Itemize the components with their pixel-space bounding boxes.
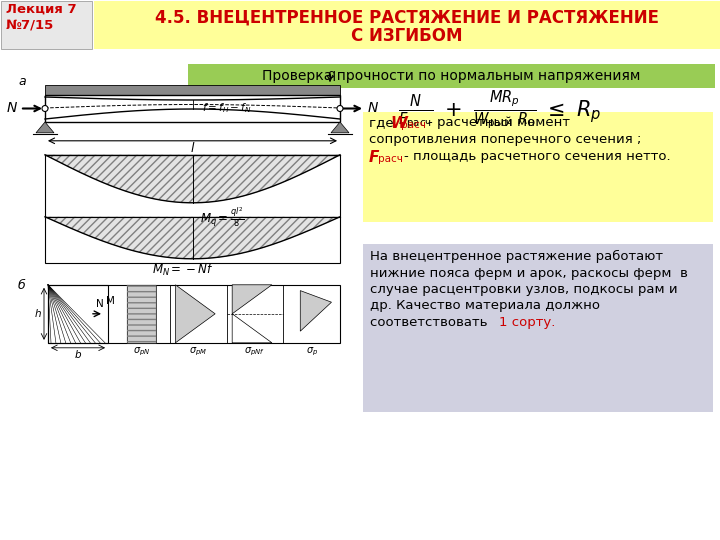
Text: l: l — [191, 142, 194, 155]
Text: С ИЗГИБОМ: С ИЗГИБОМ — [351, 27, 463, 45]
Bar — [363, 112, 713, 222]
Bar — [188, 64, 715, 88]
Text: h: h — [35, 309, 41, 319]
Text: 4.5. ВНЕЦЕНТРЕННОЕ РАСТЯЖЕНИЕ И РАСТЯЖЕНИЕ: 4.5. ВНЕЦЕНТРЕННОЕ РАСТЯЖЕНИЕ И РАСТЯЖЕН… — [155, 9, 659, 27]
Bar — [363, 244, 713, 412]
Circle shape — [337, 105, 343, 111]
Text: нижние пояса ферм и арок, раскосы ферм  в: нижние пояса ферм и арок, раскосы ферм в — [370, 267, 688, 280]
Polygon shape — [36, 122, 54, 133]
Polygon shape — [176, 285, 215, 343]
Text: - площадь расчетного сечения нетто.: - площадь расчетного сечения нетто. — [404, 150, 670, 163]
Polygon shape — [300, 291, 331, 331]
Text: расч: расч — [401, 120, 426, 130]
Bar — [48, 285, 340, 343]
Bar — [45, 85, 340, 95]
Text: N: N — [6, 102, 17, 116]
Bar — [45, 155, 340, 263]
Text: $M_N = -Nf$: $M_N = -Nf$ — [151, 262, 213, 278]
Text: M: M — [106, 296, 115, 306]
Text: Проверка прочности по нормальным напряжениям: Проверка прочности по нормальным напряже… — [262, 69, 640, 83]
Bar — [127, 285, 156, 343]
Polygon shape — [232, 285, 272, 314]
Text: $M_q = \frac{ql^2}{8}$: $M_q = \frac{ql^2}{8}$ — [200, 205, 245, 229]
Text: соответствовать: соответствовать — [370, 316, 492, 329]
Text: $\sigma_{pNf}$: $\sigma_{pNf}$ — [245, 346, 265, 358]
Bar — [127, 285, 156, 343]
Bar — [45, 95, 340, 122]
Text: 1 сорту.: 1 сорту. — [499, 316, 555, 329]
Text: N: N — [96, 299, 104, 309]
Text: - расчетный момент: - расчетный момент — [428, 116, 570, 129]
Text: $\sigma_{pM}$: $\sigma_{pM}$ — [189, 346, 207, 358]
Text: N: N — [368, 102, 379, 116]
Text: Лекция 7: Лекция 7 — [6, 3, 76, 16]
Text: где: где — [369, 116, 398, 129]
Text: случае расцентровки узлов, подкосы рам и: случае расцентровки узлов, подкосы рам и — [370, 283, 678, 296]
Text: q: q — [327, 68, 335, 81]
Text: расч: расч — [378, 154, 403, 164]
Text: F: F — [369, 150, 379, 165]
Circle shape — [42, 105, 48, 111]
Text: b: b — [75, 350, 81, 360]
Bar — [1, 1, 92, 49]
Text: $\sigma_p$: $\sigma_p$ — [305, 346, 318, 358]
Text: $f = f_H - f_N$: $f = f_H - f_N$ — [202, 102, 252, 116]
Text: W: W — [390, 116, 407, 131]
Text: На внецентренное растяжение работают: На внецентренное растяжение работают — [370, 250, 663, 263]
Bar — [94, 1, 720, 49]
Text: др. Качество материала должно: др. Качество материала должно — [370, 300, 600, 313]
Text: $\frac{N}{F_{\rm расч}}\ +\ \frac{MR_p}{W_{\rm расч}\ R_{\rm н}}\ \leq\ R_p$: $\frac{N}{F_{\rm расч}}\ +\ \frac{MR_p}{… — [398, 88, 602, 132]
Text: $\sigma_{pN}$: $\sigma_{pN}$ — [132, 346, 150, 358]
Text: №7/15: №7/15 — [6, 19, 54, 32]
Text: a: a — [18, 75, 26, 88]
Polygon shape — [232, 314, 272, 343]
Polygon shape — [331, 122, 349, 133]
Bar — [48, 285, 108, 343]
Text: сопротивления поперечного сечения ;: сопротивления поперечного сечения ; — [369, 133, 642, 146]
Text: б: б — [18, 279, 26, 292]
